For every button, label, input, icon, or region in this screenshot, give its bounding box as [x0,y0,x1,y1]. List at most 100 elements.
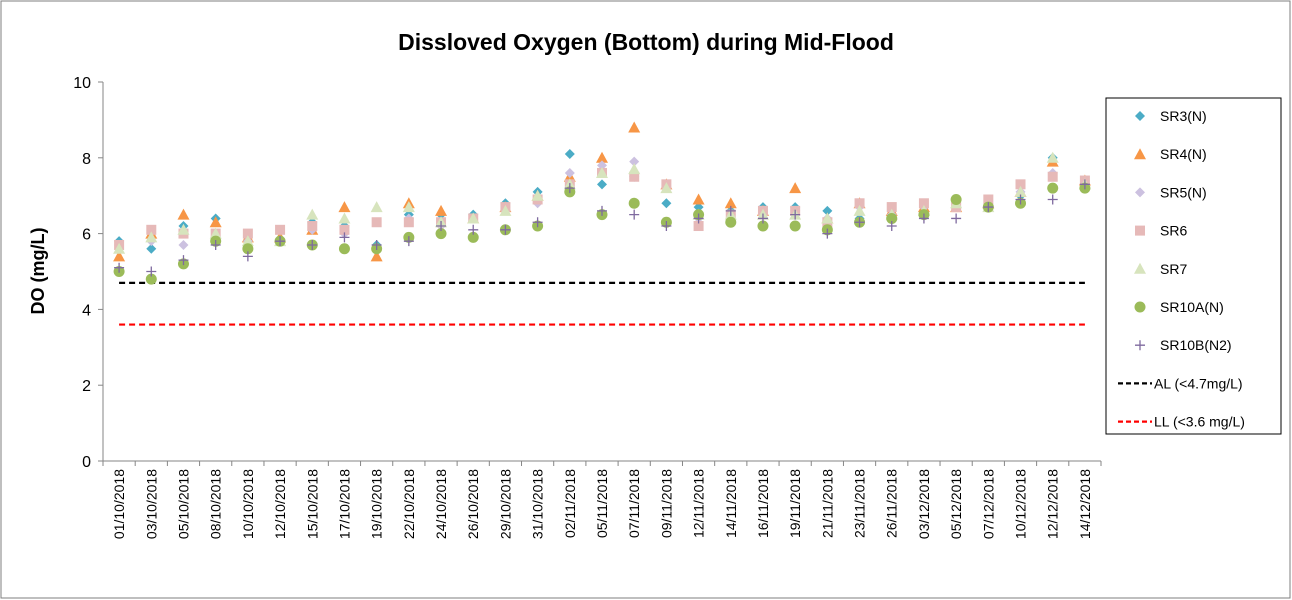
data-point [693,221,704,232]
data-point [275,224,286,235]
legend-marker [1135,187,1145,198]
data-point [403,217,414,228]
data-point [403,236,414,247]
data-point [629,171,640,182]
data-point [371,239,382,250]
data-point [402,201,415,213]
data-point [467,231,479,243]
data-point [241,235,254,247]
data-point [145,273,157,285]
data-point [145,231,158,243]
data-point [725,205,736,216]
data-point [500,224,511,235]
x-tick-label: 10/10/2018 [240,469,256,539]
x-tick-label: 26/10/2018 [465,469,481,539]
data-point [146,266,157,277]
data-point [1015,179,1026,190]
legend-label: SR10A(N) [1160,299,1224,315]
data-point [338,212,351,224]
x-tick-label: 12/11/2018 [691,469,707,538]
x-tick-label: 12/12/2018 [1045,469,1061,539]
data-point [886,202,897,213]
x-tick-label: 05/12/2018 [948,469,964,539]
data-point [983,202,994,213]
x-tick-label: 09/11/2018 [658,469,674,538]
data-point [499,204,512,216]
x-tick-label: 24/10/2018 [433,469,449,539]
data-point [629,209,640,220]
data-point [177,223,190,235]
x-tick-label: 23/11/2018 [852,469,868,538]
y-axis-label: DO (mg/L) [28,228,48,315]
data-point [596,151,608,163]
data-point [757,213,768,224]
data-point [950,193,962,205]
data-point [854,198,865,209]
x-tick-label: 31/10/2018 [530,469,546,539]
y-tick-label: 6 [82,227,91,244]
data-point [178,255,189,266]
data-point [628,121,641,133]
legend-label: AL (<4.7mg/L) [1154,375,1243,391]
legend-marker [1134,148,1146,160]
x-tick-label: 07/12/2018 [980,469,996,539]
data-point [339,224,350,235]
data-point [307,239,318,250]
legend-marker [1135,225,1145,236]
data-point [886,212,898,224]
y-tick-label: 0 [82,454,91,471]
data-point [597,205,607,216]
data-point [1047,171,1058,182]
data-point [307,221,318,232]
data-point [338,243,350,255]
x-tick-label: 21/11/2018 [819,469,835,538]
data-point [178,239,189,250]
data-point [661,221,672,232]
legend-marker [1135,111,1145,121]
data-point [177,208,190,220]
data-point [242,243,254,255]
data-point [1046,151,1059,163]
data-point [1015,194,1026,205]
data-point [757,220,769,232]
data-point [564,183,575,194]
legend-box [1105,97,1282,435]
data-point [209,216,222,228]
data-point [338,201,351,213]
data-point [660,182,673,194]
legend-label: SR7 [1160,261,1187,277]
legend-marker [1134,262,1146,274]
chart-title: Dissloved Oxygen (Bottom) during Mid-Flo… [398,29,894,55]
data-point [822,228,833,239]
data-point [597,160,607,171]
data-point [693,202,704,213]
x-tick-label: 14/11/2018 [723,469,739,538]
data-point [1047,182,1059,194]
data-point [596,166,608,178]
data-point [597,179,607,190]
x-tick-label: 16/11/2018 [755,469,771,538]
data-point [370,201,383,213]
data-point [113,250,126,262]
x-tick-label: 29/10/2018 [497,469,513,539]
x-tick-label: 19/11/2018 [787,469,803,538]
data-point [532,217,543,228]
y-tick-label: 2 [82,378,91,395]
data-point [146,243,157,254]
data-point [275,236,286,247]
data-point [854,217,865,228]
data-point [339,232,350,243]
x-tick-label: 02/11/2018 [562,469,578,538]
data-point [693,213,704,224]
x-tick-label: 01/10/2018 [111,469,127,539]
data-point [629,156,640,167]
x-tick-label: 03/12/2018 [916,469,932,539]
x-tick-label: 07/11/2018 [626,469,642,538]
data-point [306,208,319,220]
legend-label: SR4(N) [1160,146,1207,162]
data-point [564,167,575,178]
data-point [210,239,221,250]
data-point [983,194,994,205]
